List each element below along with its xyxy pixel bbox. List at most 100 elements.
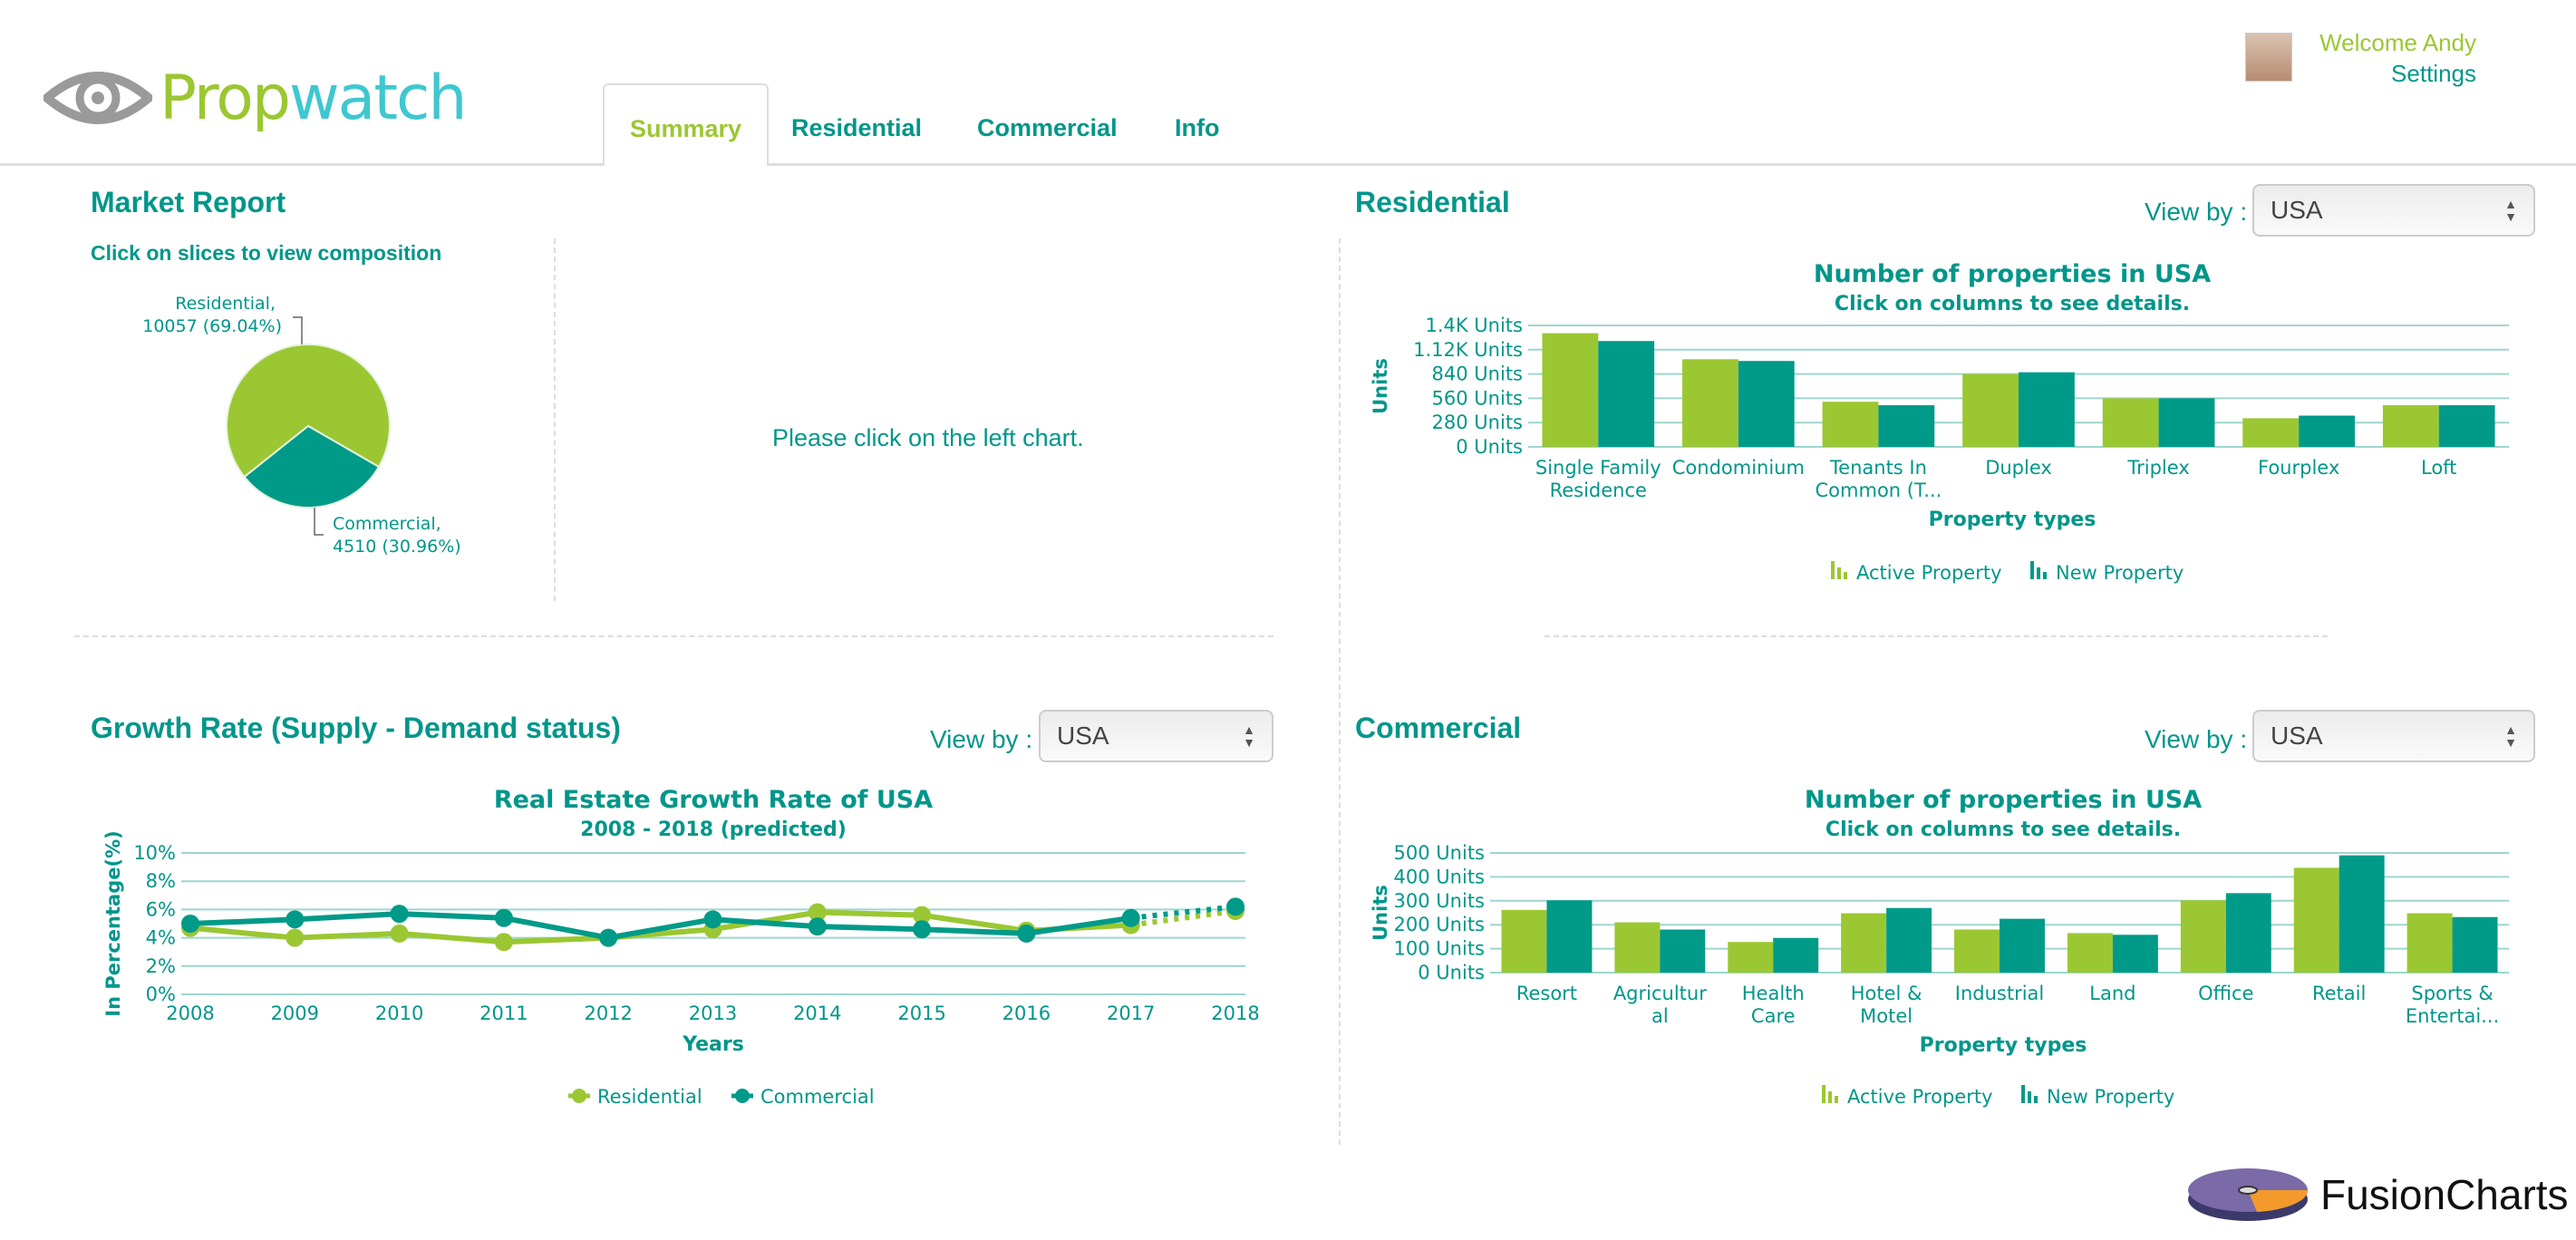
bar-new-property[interactable] <box>1886 907 1932 973</box>
point-commercial[interactable] <box>181 915 199 933</box>
legend-bar-icon <box>2030 561 2047 579</box>
x-tick-label: 2009 <box>271 1003 319 1024</box>
propwatch-logo[interactable]: Propwatch <box>44 60 467 136</box>
pie-leader-line <box>293 316 303 344</box>
y-tick-label: 0 Units <box>1456 436 1523 458</box>
bar-active-property[interactable] <box>1614 922 1661 973</box>
header-divider <box>0 163 2576 166</box>
growth-region-select[interactable]: USA ▲ ▼ <box>1039 710 1273 762</box>
point-commercial[interactable] <box>1017 924 1036 943</box>
tab-commercial[interactable]: Commercial <box>977 114 1118 141</box>
point-commercial[interactable] <box>913 920 932 939</box>
bar-new-property[interactable] <box>1738 361 1795 447</box>
x-tick-label: Land <box>2089 983 2135 1004</box>
x-tick-label: Common (T... <box>1816 480 1942 501</box>
x-tick-label: Health <box>1742 983 1805 1004</box>
x-tick-label: 2016 <box>1002 1003 1051 1024</box>
bar-active-property[interactable] <box>1841 913 1887 973</box>
bar-active-property[interactable] <box>2102 398 2159 447</box>
bar-active-property[interactable] <box>1954 929 2000 973</box>
bar-active-property[interactable] <box>2180 900 2226 973</box>
chart-title: Number of properties in USA <box>1814 260 2211 288</box>
bar-active-property[interactable] <box>2067 933 2113 973</box>
bar-active-property[interactable] <box>2382 405 2439 447</box>
x-tick-label: Duplex <box>1985 457 2052 479</box>
bar-new-property[interactable] <box>2339 855 2385 973</box>
bar-active-property[interactable] <box>1501 909 1547 973</box>
bar-active-property[interactable] <box>1962 373 2019 447</box>
bar-active-property[interactable] <box>1728 942 1774 973</box>
legend-marker-icon <box>735 1089 750 1103</box>
x-tick-label: Care <box>1751 1005 1796 1027</box>
x-tick-label: 2014 <box>793 1003 841 1024</box>
bar-active-property[interactable] <box>2293 867 2339 973</box>
legend-bar-icon <box>1822 1085 1838 1103</box>
x-tick-label: Loft <box>2421 457 2456 479</box>
bar-new-property[interactable] <box>2158 398 2215 447</box>
x-tick-label: Hotel & <box>1851 983 1922 1004</box>
point-commercial[interactable] <box>808 917 827 936</box>
bar-new-property[interactable] <box>1878 405 1935 447</box>
pie-slice-commercial[interactable] <box>243 424 381 509</box>
point-commercial[interactable] <box>599 928 618 947</box>
market-report-title: Market Report <box>91 186 286 218</box>
legend-bar-icon <box>1831 561 1847 579</box>
view-by-label: View by : <box>930 725 1033 753</box>
point-residential[interactable] <box>808 903 827 922</box>
point-residential[interactable] <box>390 924 409 943</box>
chart-subtitle: Click on columns to see details. <box>1825 819 2181 841</box>
y-tick-label: 0 Units <box>1418 962 1485 983</box>
bar-new-property[interactable] <box>1773 937 1819 973</box>
y-axis-title: Units <box>1370 358 1391 414</box>
point-commercial[interactable] <box>494 908 513 927</box>
y-axis-title: In Percentage(%) <box>102 830 124 1016</box>
point-commercial[interactable] <box>286 910 305 929</box>
point-commercial[interactable] <box>1226 897 1244 916</box>
bar-active-property[interactable] <box>1682 359 1738 447</box>
bar-new-property[interactable] <box>2112 935 2158 973</box>
chart-title: Number of properties in USA <box>1805 786 2202 814</box>
bar-active-property[interactable] <box>2407 913 2453 973</box>
y-tick-label: 560 Units <box>1432 387 1523 409</box>
point-residential[interactable] <box>286 928 305 947</box>
pie-label: Residential, <box>175 294 276 314</box>
bar-new-property[interactable] <box>2019 372 2075 447</box>
tab-summary[interactable]: Summary <box>603 83 770 166</box>
legend-label: Commercial <box>760 1086 875 1108</box>
tab-info[interactable]: Info <box>1175 114 1220 141</box>
fusioncharts-logo[interactable]: FusionCharts <box>2184 1165 2569 1225</box>
bar-active-property[interactable] <box>1822 402 1879 447</box>
x-tick-label: 2011 <box>479 1003 528 1024</box>
point-commercial[interactable] <box>703 910 722 929</box>
chart-title: Real Estate Growth Rate of USA <box>494 786 933 814</box>
point-commercial[interactable] <box>1121 908 1140 927</box>
point-residential[interactable] <box>913 906 932 925</box>
x-tick-label: Agricultur <box>1613 983 1707 1004</box>
select-arrows-icon: ▲ ▼ <box>1243 722 1255 750</box>
y-tick-label: 200 Units <box>1394 914 1485 935</box>
bar-new-property[interactable] <box>2438 405 2495 447</box>
commercial-region-select[interactable]: USA ▲ ▼ <box>2252 710 2535 762</box>
x-tick-label: Fourplex <box>2258 457 2339 479</box>
bar-new-property[interactable] <box>2000 918 2045 973</box>
pie-slice-residential[interactable] <box>226 344 391 479</box>
point-residential[interactable] <box>494 933 513 952</box>
point-commercial[interactable] <box>390 905 409 924</box>
divider <box>554 238 556 601</box>
residential-region-select[interactable]: USA ▲ ▼ <box>2252 184 2535 237</box>
y-tick-label: 1.12K Units <box>1413 339 1523 361</box>
bar-new-property[interactable] <box>2299 415 2355 447</box>
bar-active-property[interactable] <box>2242 418 2300 447</box>
y-tick-label: 8% <box>146 870 176 892</box>
bar-new-property[interactable] <box>1598 341 1655 447</box>
bar-new-property[interactable] <box>2452 916 2498 973</box>
bar-new-property[interactable] <box>2225 893 2271 973</box>
view-by-label: View by : <box>2145 725 2248 753</box>
bar-new-property[interactable] <box>1660 929 1706 973</box>
legend-label: New Property <box>2047 1086 2174 1108</box>
settings-link[interactable]: Settings <box>2391 60 2476 87</box>
avatar[interactable] <box>2245 33 2292 82</box>
bar-active-property[interactable] <box>1542 333 1599 447</box>
bar-new-property[interactable] <box>1546 900 1593 973</box>
tab-residential[interactable]: Residential <box>791 114 923 141</box>
